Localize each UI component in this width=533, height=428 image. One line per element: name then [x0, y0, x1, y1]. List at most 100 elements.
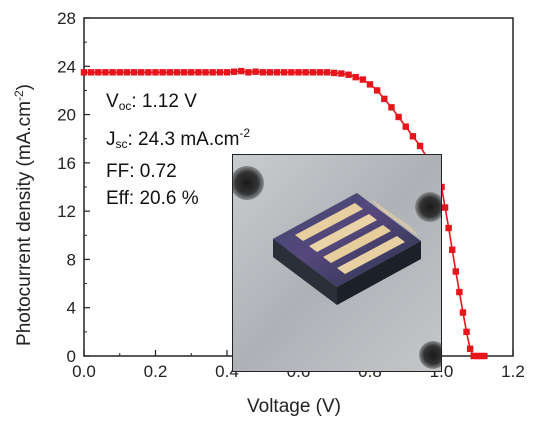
jv-data-point	[416, 142, 424, 150]
contact-strip	[323, 225, 391, 263]
jsc-value: : 24.3 mA.cm	[127, 129, 240, 150]
jv-data-point	[238, 67, 245, 75]
jv-data-point	[373, 87, 381, 94]
jsc-superscript: -2	[239, 126, 251, 140]
jv-data-point	[281, 69, 288, 76]
jv-data-point	[188, 69, 195, 76]
jv-data-point	[273, 69, 281, 76]
y-axis-title-suffix: )	[14, 84, 35, 90]
jv-data-point	[223, 69, 231, 76]
voc-symbol: V	[106, 91, 119, 112]
y-axis-title-sup: -2	[12, 90, 26, 101]
jv-data-point	[166, 69, 173, 76]
jv-data-point	[449, 246, 456, 253]
eff-stat: Eff: 20.6 %	[106, 188, 199, 209]
jv-data-point	[288, 69, 295, 76]
x-tick-label: 1.2	[501, 362, 525, 381]
device-photo-drawing	[233, 155, 441, 371]
jv-data-point	[459, 309, 467, 316]
mount-hole	[419, 341, 441, 369]
jv-data-point	[331, 69, 338, 77]
mount-hole	[415, 192, 441, 222]
jv-data-point	[456, 288, 463, 296]
jv-data-point	[109, 69, 116, 76]
y-tick-label: 24	[57, 57, 76, 76]
jv-data-point	[309, 69, 316, 76]
jsc-subscript: sc	[115, 137, 128, 151]
x-axis-title: Voltage (V)	[247, 396, 341, 417]
voc-stat: Voc: 1.12 V	[106, 88, 250, 120]
y-tick-label: 0	[67, 347, 76, 366]
jv-data-point	[466, 345, 474, 352]
jv-data-point	[388, 104, 395, 111]
jv-data-point	[152, 69, 159, 76]
voc-value: : 1.12 V	[131, 91, 197, 112]
jv-data-point	[159, 69, 166, 76]
jv-data-point	[130, 69, 138, 76]
jv-data-point	[252, 68, 259, 75]
jv-data-point	[441, 204, 449, 211]
jv-data-point	[123, 69, 131, 76]
jv-data-point	[245, 69, 252, 76]
jv-data-point	[477, 352, 485, 360]
jv-data-point	[352, 73, 359, 81]
device-stats: Voc: 1.12 V Jsc: 24.3 mA.cm-2 FF: 0.72 E…	[106, 88, 250, 212]
contact-strip	[337, 236, 405, 274]
jv-data-point	[180, 69, 188, 76]
jv-data-point	[102, 69, 109, 76]
voc-subscript: oc	[118, 99, 132, 113]
cell-edge	[273, 239, 337, 305]
jv-data-point	[195, 69, 202, 76]
jv-data-point	[345, 71, 352, 78]
jv-data-point	[138, 69, 145, 76]
contact-strip	[295, 203, 363, 241]
jv-data-point	[463, 328, 470, 336]
jv-data-point	[87, 69, 95, 76]
jv-data-point	[366, 81, 374, 88]
y-tick-label: 4	[67, 299, 76, 318]
jv-data-point	[445, 224, 452, 232]
jv-data-point	[402, 123, 409, 130]
jv-data-point	[116, 69, 123, 76]
jv-data-point	[95, 69, 102, 76]
y-tick-label: 28	[57, 9, 76, 28]
jv-data-point	[316, 69, 324, 76]
jv-data-point	[474, 352, 481, 360]
y-tick-label: 8	[67, 250, 76, 269]
y-tick-label: 12	[57, 202, 76, 221]
jv-data-point	[209, 69, 216, 76]
contact-strip	[309, 214, 377, 252]
cell-top	[273, 193, 421, 287]
cell-edge	[337, 241, 421, 305]
device-photo	[232, 154, 442, 372]
ff-stat: FF: 0.72	[106, 161, 177, 182]
y-tick-label: 16	[57, 154, 76, 173]
jv-data-point	[259, 69, 266, 76]
jv-data-point	[302, 69, 309, 76]
contact-bar	[371, 199, 419, 237]
jv-data-point	[80, 69, 88, 76]
jv-data-point	[323, 69, 331, 76]
jsc-symbol: J	[106, 129, 116, 150]
y-tick-label: 20	[57, 106, 76, 125]
jv-data-point	[230, 68, 238, 75]
jv-data-point	[481, 352, 488, 360]
jv-data-point	[409, 133, 417, 140]
x-tick-label: 0.2	[144, 362, 168, 381]
jv-data-point	[338, 70, 345, 77]
jv-data-point	[452, 268, 459, 275]
y-axis-title-main: Photocurrent density (mA.cm	[14, 101, 35, 346]
x-tick-label: 0.0	[72, 362, 96, 381]
jv-data-point	[145, 69, 152, 76]
mount-hole	[233, 166, 264, 200]
jv-data-point	[266, 69, 274, 76]
jv-data-point	[295, 69, 302, 76]
jv-data-point	[202, 69, 209, 76]
jv-data-point	[395, 113, 402, 121]
jv-data-point	[216, 69, 224, 76]
jv-data-point	[470, 352, 477, 360]
jv-data-point	[173, 69, 181, 76]
jv-data-point	[381, 95, 388, 103]
jv-data-point	[359, 76, 367, 83]
jsc-stat: Jsc: 24.3 mA.cm-2	[106, 120, 250, 158]
